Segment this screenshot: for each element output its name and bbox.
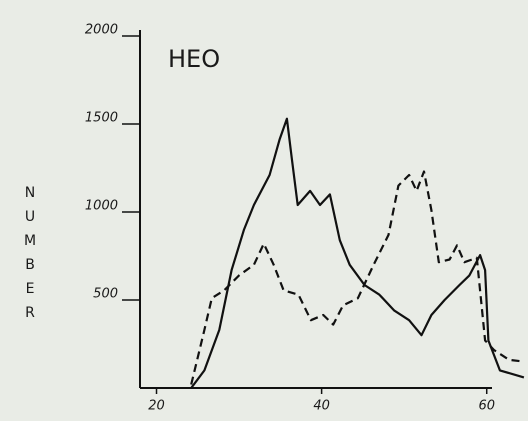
y-tick-label: 500 — [93, 287, 118, 302]
y-axis-label: NUMBER — [22, 185, 38, 329]
y-tick-label: 1500 — [85, 111, 118, 126]
chart-title: HEO — [168, 45, 220, 73]
data-line — [190, 170, 525, 385]
data-line — [190, 117, 525, 389]
y-tick-label: 1000 — [85, 199, 118, 214]
y-tick-label: 2000 — [85, 23, 118, 38]
x-tick-label: 20 — [148, 399, 165, 414]
x-tick-label: 60 — [478, 399, 495, 414]
x-tick-label: 40 — [313, 399, 330, 414]
